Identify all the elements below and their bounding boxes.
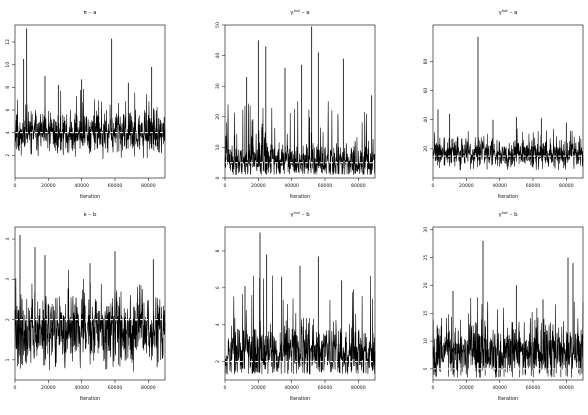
trace-panel-4: κ – b 0 20000 40000 60000 80000 1 2 3 4 Iteration xyxy=(5,212,166,402)
x-tick-label: 0 xyxy=(224,385,227,391)
plot-frame xyxy=(224,226,376,381)
x-tick-label: 0 xyxy=(14,183,17,189)
x-tick-label: 20000 xyxy=(251,183,266,189)
x-tick-label: 40000 xyxy=(284,183,299,189)
trace-panel-5: γinsl – b 0 20000 40000 60000 80000 2 4 6 8 Iterat… xyxy=(215,210,376,402)
y-tick-label: 80 xyxy=(423,58,429,64)
x-tick-label: 40000 xyxy=(74,385,89,391)
x-tick-label: 60000 xyxy=(318,385,333,391)
trace-panel-3: γhat – a 0 20000 40000 60000 80000 20 40 60 80 Ite… xyxy=(423,8,584,200)
y-tick-label: 8 xyxy=(215,249,221,252)
mcmc-trace-line xyxy=(224,101,376,175)
trace-panel-1: π – a 0 20000 40000 60000 80000 2 4 6 8 10 12 Iterat… xyxy=(5,10,166,200)
plot-frame xyxy=(432,226,584,381)
x-tick-label: 40000 xyxy=(492,183,507,189)
y-tick-label: 4 xyxy=(5,238,11,241)
x-axis-label: Iteration xyxy=(498,194,518,200)
x-axis-label: Iteration xyxy=(290,396,310,402)
x-tick-label: 60000 xyxy=(318,183,333,189)
y-tick-label: 12 xyxy=(5,39,11,45)
y-tick-label: 20 xyxy=(423,146,429,152)
y-tick-label: 20 xyxy=(215,114,221,120)
trace-panel-6: γhat – b 0 20000 40000 60000 80000 5 10 15 20 25 30… xyxy=(423,210,584,402)
x-tick-label: 40000 xyxy=(284,385,299,391)
x-tick-label: 80000 xyxy=(559,385,574,391)
x-tick-label: 0 xyxy=(14,385,17,391)
y-tick-label: 2 xyxy=(215,360,221,363)
plot-frame xyxy=(432,24,584,179)
y-tick-label: 30 xyxy=(423,227,429,233)
x-tick-label: 60000 xyxy=(526,183,541,189)
trace-panel-2: γinsl – a 0 20000 40000 60000 80000 0 10 20 30 40 5… xyxy=(215,8,376,200)
y-tick-label: 30 xyxy=(215,83,221,89)
x-tick-label: 80000 xyxy=(141,183,156,189)
x-tick-label: 20000 xyxy=(459,385,474,391)
y-tick-label: 10 xyxy=(423,338,429,344)
x-tick-label: 40000 xyxy=(492,385,507,391)
x-tick-label: 20000 xyxy=(459,183,474,189)
x-tick-label: 80000 xyxy=(351,385,366,391)
x-tick-label: 0 xyxy=(224,183,227,189)
panel-title: γhat – b xyxy=(498,210,518,219)
y-tick-label: 5 xyxy=(423,367,429,370)
x-tick-label: 80000 xyxy=(351,183,366,189)
panel-title: γinsl – a xyxy=(290,8,309,17)
y-tick-label: 1 xyxy=(5,358,11,361)
y-tick-label: 4 xyxy=(215,323,221,326)
x-tick-label: 20000 xyxy=(41,385,56,391)
plot-frame xyxy=(14,24,166,179)
x-tick-label: 60000 xyxy=(108,385,123,391)
y-tick-label: 6 xyxy=(5,108,11,111)
x-tick-label: 20000 xyxy=(41,183,56,189)
mcmc-trace-line xyxy=(224,275,376,375)
y-tick-label: 10 xyxy=(5,62,11,68)
y-tick-label: 2 xyxy=(5,318,11,321)
panel-title: γhat – a xyxy=(498,8,517,17)
x-tick-label: 60000 xyxy=(526,385,541,391)
plot-frame xyxy=(224,24,376,179)
x-tick-label: 80000 xyxy=(559,183,574,189)
y-tick-label: 3 xyxy=(5,278,11,281)
y-tick-label: 40 xyxy=(215,53,221,59)
x-tick-label: 80000 xyxy=(141,385,156,391)
y-tick-label: 25 xyxy=(423,255,429,261)
x-axis-label: Iteration xyxy=(80,194,100,200)
y-tick-label: 6 xyxy=(215,286,221,289)
mcmc-trace-line xyxy=(432,128,584,171)
x-tick-label: 0 xyxy=(432,183,435,189)
x-tick-label: 40000 xyxy=(74,183,89,189)
mcmc-trace-line xyxy=(432,297,584,378)
x-tick-label: 20000 xyxy=(251,385,266,391)
panel-title: κ – b xyxy=(84,212,97,218)
x-tick-label: 0 xyxy=(432,385,435,391)
y-tick-label: 0 xyxy=(215,176,221,179)
y-tick-label: 8 xyxy=(5,86,11,89)
y-tick-label: 20 xyxy=(423,282,429,288)
panel-title: γinsl – b xyxy=(290,210,310,219)
y-tick-label: 4 xyxy=(5,131,11,134)
y-tick-label: 60 xyxy=(423,88,429,94)
y-tick-label: 40 xyxy=(423,117,429,123)
plot-frame xyxy=(14,226,166,381)
y-tick-label: 50 xyxy=(215,22,221,28)
mcmc-trace-line xyxy=(14,89,166,159)
x-axis-label: Iteration xyxy=(498,396,518,402)
panel-title: π – a xyxy=(84,10,97,16)
mcmc-trace-line xyxy=(14,269,166,372)
x-axis-label: Iteration xyxy=(290,194,310,200)
y-tick-label: 10 xyxy=(215,144,221,150)
x-tick-label: 60000 xyxy=(108,183,123,189)
y-tick-label: 2 xyxy=(5,154,11,157)
x-axis-label: Iteration xyxy=(80,396,100,402)
y-tick-label: 15 xyxy=(423,310,429,316)
